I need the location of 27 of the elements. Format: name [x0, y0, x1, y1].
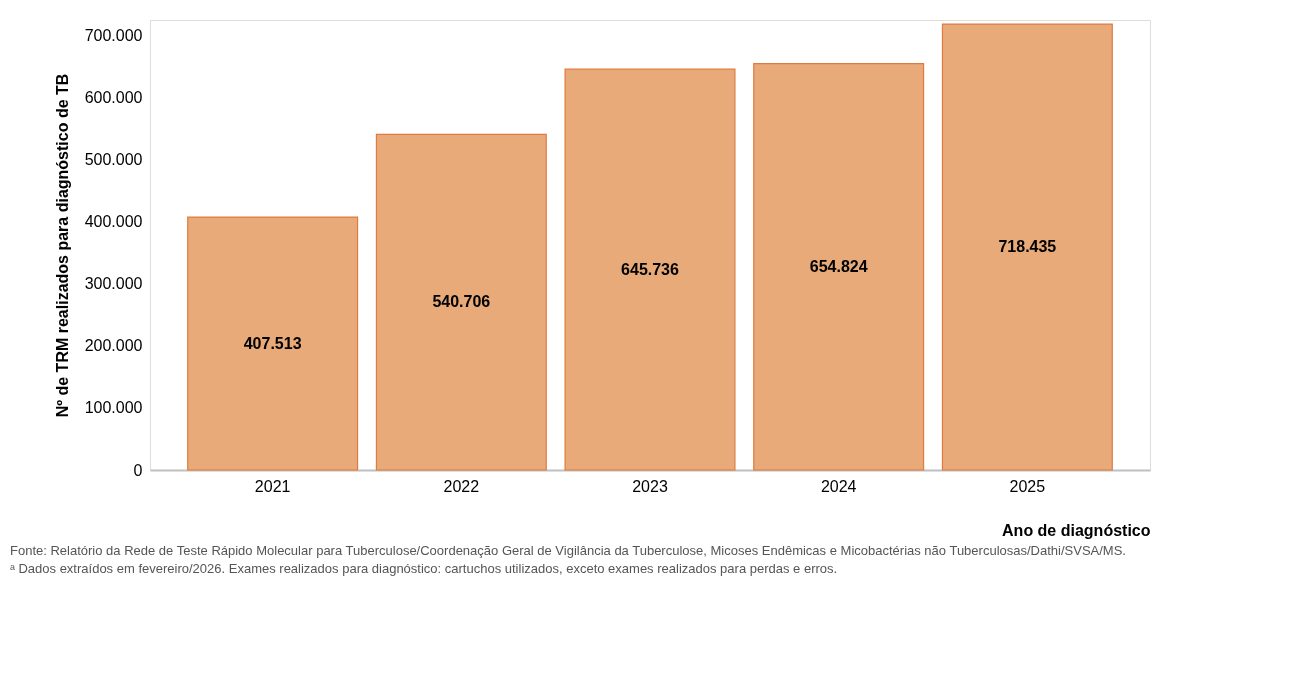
bar — [375, 133, 547, 471]
y-tick-label: 100.000 — [84, 399, 143, 417]
bar — [941, 23, 1113, 471]
bar — [753, 62, 925, 471]
data-label: 718.435 — [998, 238, 1057, 256]
y-tick-label: 200.000 — [84, 337, 143, 355]
text: ᵃ Dados extraídos em fevereiro/2026. Exames realizados para diagnóstico: cartuchos utilizados, exceto exames realizados para perdas e erros. — [10, 561, 838, 576]
y-tick-label: 600.000 — [84, 89, 143, 107]
data-label: 654.824 — [809, 257, 868, 275]
y-axis-title: Nº de TRM realizados para diagnóstico de TB — [53, 73, 71, 418]
x-tick-label: 2022 — [443, 477, 480, 495]
bar — [564, 68, 736, 471]
source-note: Fonte: Relatório da Rede de Teste Rápido Molecular para Tuberculose/Coordenação Geral de Vigilância da Tuberculose, Micoses Endêmicas e Micobactérias não Tuberculosas/Dathi/SVSA/MS. — [10, 543, 1126, 558]
data-label: 645.736 — [621, 260, 680, 278]
data-label: 407.513 — [243, 334, 302, 352]
bar — [187, 216, 359, 471]
data-label: 540.706 — [432, 293, 491, 311]
x-axis-title: Ano de diagnóstico — [1002, 521, 1151, 539]
x-tick-label: 2021 — [254, 477, 291, 495]
x-tick-label: 2023 — [632, 477, 668, 495]
y-tick-label: 300.000 — [84, 275, 143, 293]
y-tick-label: 0 — [133, 461, 143, 479]
x-tick-label: 2025 — [1009, 477, 1046, 495]
y-tick-label: 700.000 — [84, 27, 143, 45]
x-tick-label: 2024 — [820, 477, 857, 495]
y-tick-label: 400.000 — [84, 213, 143, 231]
y-tick-label: 500.000 — [84, 151, 143, 169]
